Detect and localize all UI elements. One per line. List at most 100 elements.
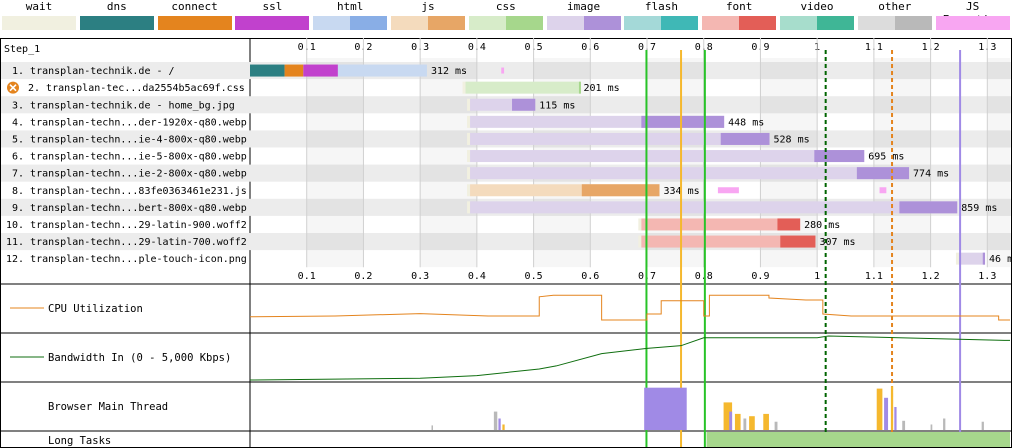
cpu-series [249,294,1010,321]
request-label: 12. transplan-techn...ple-touch-icon.png [6,254,247,265]
request-duration: 859 ms [961,203,997,214]
request-label: 6. transplan-techn...ie-5-800x-q80.webp [12,152,247,163]
bar-download [581,184,660,197]
request-label: 3. transplan-technik.de - home_bg.jpg [12,100,235,111]
bar-request [470,167,910,180]
bar-download [982,252,986,265]
tick-label-bottom: 0.9 [751,271,769,282]
step-label: Step_1 [4,44,40,55]
bar-wait [467,98,471,111]
request-label: 1. transplan-technik.de - / [12,66,175,77]
main-thread-block [723,402,733,430]
bar-download [814,150,865,163]
legend-item-html: html [313,0,388,30]
long-task-span [706,432,1010,447]
legend-item-js: js [391,0,465,30]
main-thread-block [774,421,778,430]
request-label: 4. transplan-techn...der-1920x-q80.webp [12,117,247,128]
legend-label: html [336,0,364,13]
legend-label: video [800,0,834,13]
legend-label: image [567,0,601,13]
legend-item-wait: wait [2,0,76,30]
legend-swatch [546,16,621,30]
bar-request [641,218,801,231]
tick-band [307,58,364,267]
bar-download [899,201,958,214]
legend-label: css [495,0,516,13]
legend-label: font [725,0,753,13]
request-duration: 46 ms [989,254,1012,265]
legend-item-video: video [780,0,854,30]
request-duration: 201 ms [584,83,620,94]
main-thread-block [498,418,501,430]
legend-item-connect: connect [157,0,232,30]
legend-swatch [313,16,388,30]
bar-wait [467,167,471,180]
bar-wait [467,132,471,145]
main-thread-block [493,411,498,430]
legend-label: flash [644,0,678,13]
bar-wait [955,252,959,265]
bar-wait [467,115,471,128]
legend-item-font: font [702,0,777,30]
bar-wait [638,218,642,231]
request-label: 7. transplan-techn...ie-2-800x-q80.webp [12,169,247,180]
bar-wait [467,201,471,214]
legend-swatch [391,16,465,30]
request-label: 8. transplan-techn...83fe0363461e231.js [12,186,247,197]
legend-label: other [878,0,912,13]
bar-request [958,252,986,265]
legend-item-dns: dns [79,0,154,30]
tick-label-bottom: 0.5 [525,271,543,282]
main-thread-block [431,425,433,430]
request-label: 11. transplan-techn...29-latin-700.woff2 [6,237,247,248]
main-thread-block [943,418,946,430]
tick-label-bottom: 0.4 [468,271,486,282]
legend-swatch [468,16,543,30]
bar-request [465,81,580,94]
request-duration: 115 ms [539,100,575,111]
legend-item-css: css [468,0,543,30]
request-duration: 280 ms [804,220,840,231]
main-thread-block [876,388,883,430]
legend-swatch [2,16,76,30]
legend-swatch [935,16,1010,30]
request-duration: 448 ms [728,117,764,128]
tick-label-bottom: 1.2 [922,271,940,282]
request-label: 10. transplan-techn...29-latin-900.woff2 [6,220,247,231]
request-label: 9. transplan-techn...bert-800x-q80.webp [12,203,247,214]
cpu-label: CPU Utilization [48,303,143,315]
legend-label: ssl [262,0,283,13]
legend-label: wait [25,0,53,13]
bar-wait [467,184,471,197]
bar-wait [462,81,466,94]
legend-swatch [780,16,854,30]
bandwidth-series [249,335,1010,381]
main-thread-block [729,411,733,430]
bar-ssl [303,64,338,77]
tick-label-bottom: 0.6 [581,271,599,282]
main-thread-block [749,416,755,430]
bar-download [578,81,581,94]
bar-wait [467,150,471,163]
bar-request [641,235,816,248]
legend-item-other: other [857,0,932,30]
main-thread-block [884,397,889,430]
bar-download [512,98,536,111]
bar-connect [284,64,304,77]
tick-band [987,58,1010,267]
bar-download [856,167,910,180]
legend-swatch [79,16,154,30]
main-thread-block [644,387,687,430]
main-thread-block [890,386,894,430]
tick-label-bottom: 1 [814,271,820,282]
long-tasks-label: Long Tasks [48,435,111,447]
tick-label-bottom: 0.3 [411,271,429,282]
main-thread-label: Browser Main Thread [48,401,168,413]
legend-swatch [857,16,932,30]
main-thread-block [981,421,984,430]
bar-request [470,132,770,145]
request-duration: 528 ms [774,134,810,145]
bar-wait [638,235,642,248]
request-duration: 312 ms [431,66,467,77]
